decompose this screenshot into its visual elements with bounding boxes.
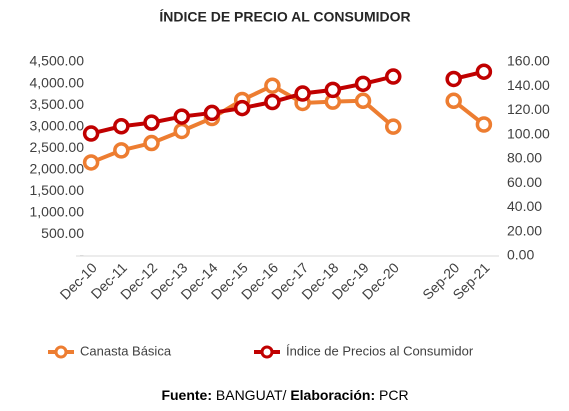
y2-tick-label: 0.00 [507,247,534,263]
legend-marker [54,345,68,359]
point-marker [354,75,372,93]
y2-tick-label: 40.00 [507,198,542,214]
legend-label: Canasta Básica [80,343,172,358]
y2-tick-label: 140.00 [507,77,550,93]
point-marker [82,125,100,142]
y2-tick-label: 160.00 [507,53,550,69]
y-tick-label: 4,000.00 [30,74,85,90]
point-marker [324,81,342,99]
y2-tick-label: 60.00 [507,174,542,190]
point-marker [354,92,372,110]
y-tick-label: 1,000.00 [30,204,85,220]
point-marker [233,99,251,117]
point-marker [143,134,160,152]
source-note: Fuente: BANGUAT/ Elaboración: PCR [161,387,408,403]
point-marker [113,118,130,135]
point-marker [173,122,190,140]
y-tick-label: 500.00 [41,225,84,241]
legend-label: Índice de Precios al Consumidor [286,343,474,358]
point-marker [264,77,281,94]
source-part: PCR [375,387,408,403]
y-tick-label: - [79,247,84,263]
y2-tick-label: 20.00 [507,222,542,238]
legend-marker [260,345,274,359]
source-part: Elaboración: [290,387,375,403]
y2-tick-label: 100.00 [507,125,550,141]
point-marker [475,116,493,133]
y-tick-label: 1,500.00 [30,182,85,198]
point-marker [445,70,462,88]
point-marker [82,154,100,171]
point-marker [475,63,493,80]
point-marker [113,142,130,159]
point-marker [203,104,221,122]
point-marker [445,92,462,110]
source-part: BANGUAT/ [212,387,290,403]
y-tick-label: 2,500.00 [30,139,85,155]
y-tick-label: 2,000.00 [30,160,85,176]
point-marker [143,114,160,131]
source-part: Fuente: [161,387,212,403]
y2-tick-label: 120.00 [507,101,550,117]
y2-tick-label: 80.00 [507,150,542,166]
y-tick-label: 3,000.00 [30,117,85,133]
point-marker [385,118,402,135]
point-marker [385,68,402,85]
y-tick-label: 4,500.00 [30,53,85,69]
y-tick-label: 3,500.00 [30,96,85,112]
point-marker [294,85,311,102]
point-marker [264,93,281,111]
point-marker [173,108,190,125]
chart-title: ÍNDICE DE PRECIO AL CONSUMIDOR [159,9,410,25]
